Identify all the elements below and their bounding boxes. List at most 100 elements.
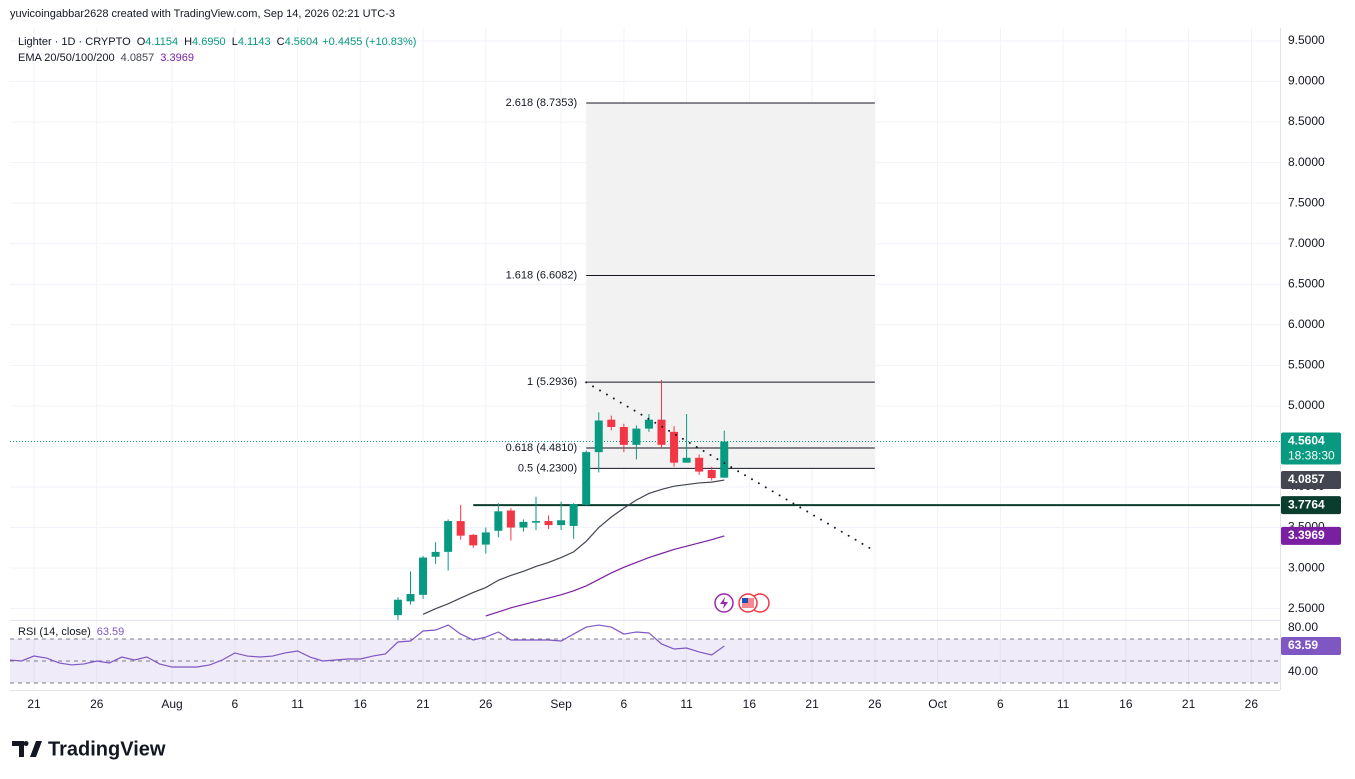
x-tick-label: 16: [743, 697, 757, 711]
fib-label: 0.618 (4.4810): [506, 442, 578, 454]
candle-body: [657, 419, 666, 445]
candle-body: [544, 521, 553, 526]
brand-logo: [12, 740, 42, 757]
level-tag: 3.7764: [1288, 497, 1325, 511]
x-tick-label: 26: [90, 697, 104, 711]
level-tag-box: [1281, 496, 1341, 515]
candle-body: [481, 532, 490, 545]
candle-body: [619, 426, 628, 445]
legend-change: +0.4455 (+10.83%): [322, 36, 416, 48]
candle-body: [607, 419, 616, 427]
x-tick-label: 21: [805, 697, 819, 711]
y-tick-label: 3.0000: [1288, 560, 1325, 574]
trend-line: [585, 381, 876, 553]
y-tick-label: 8.5000: [1288, 114, 1325, 128]
y-tick-label: 6.5000: [1288, 276, 1325, 290]
event-icons: [714, 593, 770, 613]
fib-label: 2.618 (8.7353): [506, 97, 578, 109]
y-tick-label: 6.0000: [1288, 317, 1325, 331]
candle-body: [444, 521, 453, 552]
indicator-name: EMA 20/50/100/200: [18, 52, 115, 64]
x-tick-label: 16: [1119, 697, 1133, 711]
rsi-value: 63.59: [97, 626, 125, 638]
candle-body: [469, 534, 478, 546]
rsi-tag: 63.59: [1288, 638, 1318, 652]
y-tick-label: 9.5000: [1288, 33, 1325, 47]
ema-tag: 3.3969: [1288, 528, 1325, 542]
x-tick-label: 6: [231, 697, 238, 711]
y-tick-label: 8.0000: [1288, 155, 1325, 169]
x-tick-label: Oct: [928, 697, 947, 711]
ema-tag-box: [1281, 471, 1341, 490]
candle-body: [644, 419, 653, 429]
legend: Lighter · 1D · CRYPTO O4.1154 H4.6950 L4.11…: [18, 36, 416, 48]
x-tick-label: 6: [997, 697, 1004, 711]
x-tick-label: 11: [291, 697, 304, 711]
ema-legend: EMA 20/50/100/200 4.0857 3.3969: [18, 52, 194, 64]
fib-label: 0.5 (4.2300): [518, 462, 577, 474]
x-tick-label: Aug: [161, 697, 182, 711]
candle-body: [431, 551, 440, 557]
legend-value: 4.6950: [192, 36, 226, 48]
candle-body: [582, 452, 591, 505]
candle-body: [632, 428, 641, 445]
symbol: Lighter · 1D · CRYPTO: [18, 36, 131, 48]
x-tick-label: 21: [416, 697, 430, 711]
candle-body: [419, 557, 428, 595]
candle-body: [695, 457, 704, 472]
brand: TradingView: [48, 738, 166, 760]
candle-body: [519, 521, 528, 528]
price-pane: [10, 102, 1280, 620]
x-tick-label: 6: [621, 697, 628, 711]
y-tick-label: 5.0000: [1288, 398, 1325, 412]
candle-body: [506, 510, 515, 528]
x-tick-label: 16: [354, 697, 368, 711]
x-tick-label: 21: [27, 697, 41, 711]
ema-value: 3.3969: [160, 52, 194, 64]
x-tick-label: 21: [1182, 697, 1196, 711]
y-tick-label: 7.0000: [1288, 236, 1325, 250]
rsi-pane: [10, 624, 1280, 684]
header: yuvicoingabbar2628 created with TradingV…: [10, 8, 395, 20]
rsi-tick-label: 80.00: [1288, 620, 1318, 634]
y-tick-label: 9.0000: [1288, 74, 1325, 88]
x-tick-label: Sep: [550, 697, 572, 711]
x-tick-label: 26: [868, 697, 882, 711]
rsi-tick-label: 40.00: [1288, 664, 1318, 678]
rsi-name: RSI (14, close): [18, 626, 91, 638]
ema-line: [422, 479, 725, 615]
candle-body: [720, 441, 729, 478]
x-tick-label: 26: [1245, 697, 1259, 711]
ema-line: [485, 535, 725, 617]
legend-key: C: [277, 36, 285, 48]
legend-key: H: [184, 36, 192, 48]
candle-body: [456, 521, 465, 536]
ema-value: 4.0857: [121, 52, 155, 64]
x-tick-label: 11: [680, 697, 693, 711]
candle-body: [406, 594, 415, 602]
legend-value: 4.1143: [238, 36, 271, 48]
legend-value: 4.5604: [285, 36, 319, 48]
rsi-legend: RSI (14, close) 63.59: [18, 626, 124, 638]
x-tick-label: 11: [1057, 697, 1070, 711]
candle-body: [532, 521, 540, 523]
y-tick-label: 7.5000: [1288, 195, 1325, 209]
legend-value: 4.1154: [145, 36, 178, 48]
countdown: 18:38:30: [1288, 449, 1335, 463]
candle-body: [569, 504, 578, 526]
candle-body: [393, 599, 402, 616]
candle-body: [494, 511, 503, 531]
ema-tag-box: [1281, 526, 1341, 545]
legend-key: O: [137, 36, 146, 48]
x-tick-label: 26: [479, 697, 493, 711]
fib-label: 1 (5.2936): [527, 376, 577, 388]
rsi-tag-box: [1281, 637, 1341, 656]
candle-body: [594, 420, 603, 453]
ema-tag: 4.0857: [1288, 472, 1325, 486]
y-tick-label: 2.5000: [1288, 601, 1325, 615]
candle-body: [557, 520, 566, 526]
candle-body: [670, 431, 679, 463]
candle-body: [682, 457, 691, 463]
last-price-tag-box: [1281, 432, 1341, 465]
